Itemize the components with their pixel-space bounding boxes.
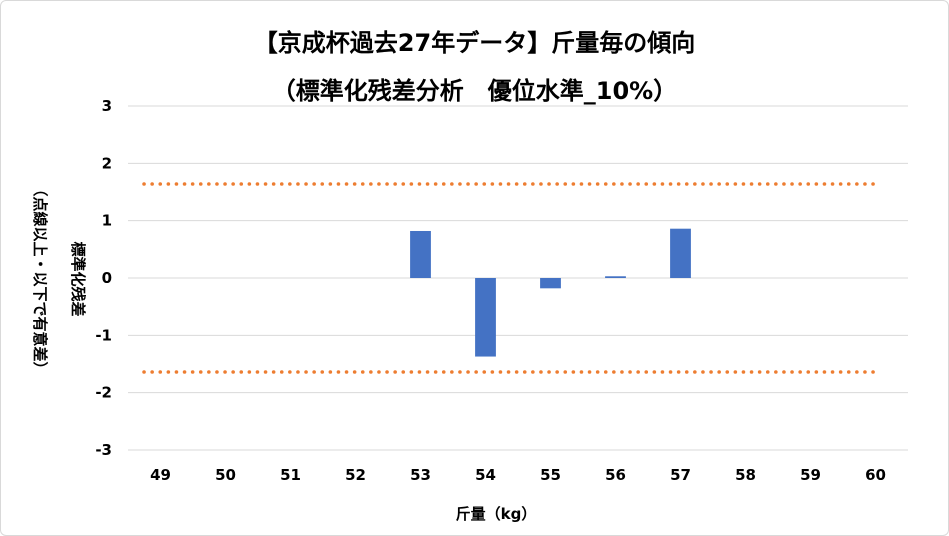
bar-56kg (605, 276, 626, 278)
x-tick-label: 54 (475, 466, 496, 484)
x-tick-label: 58 (735, 466, 756, 484)
y-tick-label: 2 (102, 154, 112, 172)
y-tick-label: -1 (95, 326, 112, 344)
bar-55kg (540, 278, 561, 289)
chart-subtitle: （標準化残差分析 優位水準_10%） (271, 77, 678, 105)
x-tick-label: 55 (540, 466, 561, 484)
y-tick-label: 1 (102, 212, 112, 230)
y-axis-title-line1: 標準化残差 (69, 241, 87, 316)
x-axis-title: 斤量（kg） (456, 505, 537, 523)
threshold-lines (142, 182, 880, 374)
bar-54kg (475, 278, 496, 357)
y-tick-label: -3 (95, 441, 112, 459)
y-axis-title-line2: （点線以上・以下で有意差） (31, 181, 49, 376)
y-tick-label: 0 (102, 269, 112, 287)
x-tick-label: 57 (670, 466, 691, 484)
x-tick-label: 59 (800, 466, 821, 484)
gridlines (128, 105, 908, 451)
x-tick-labels: 49 50 51 52 53 54 55 56 57 58 59 60 (150, 466, 886, 484)
y-tick-labels: 3 2 1 0 -1 -2 -3 (95, 97, 112, 459)
y-tick-label: -2 (95, 384, 112, 402)
x-tick-label: 56 (605, 466, 626, 484)
x-tick-label: 49 (150, 466, 171, 484)
x-tick-label: 60 (865, 466, 886, 484)
x-tick-label: 51 (280, 466, 301, 484)
y-tick-label: 3 (102, 97, 112, 115)
bar-57kg (670, 228, 691, 278)
bar-53kg (410, 230, 431, 278)
x-tick-label: 50 (215, 466, 236, 484)
chart-title: 【京成杯過去27年データ】斤量毎の傾向 (253, 29, 696, 57)
x-tick-label: 52 (345, 466, 366, 484)
x-tick-label: 53 (410, 466, 431, 484)
bars (410, 228, 691, 357)
